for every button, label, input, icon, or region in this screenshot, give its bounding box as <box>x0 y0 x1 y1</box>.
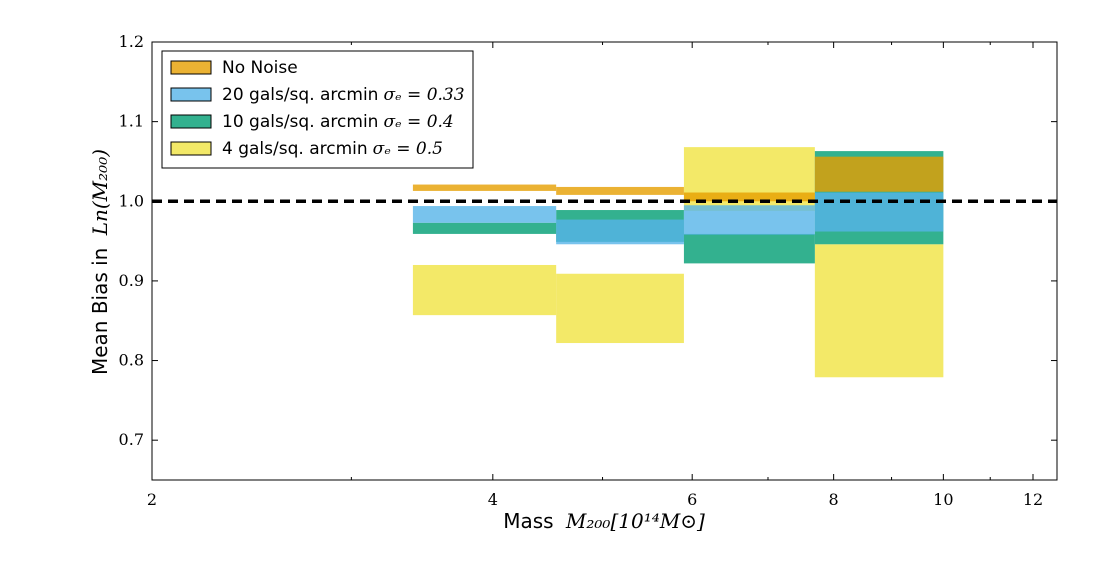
series-band-2 <box>412 192 944 245</box>
band-1-bin-0 <box>412 222 557 234</box>
y-tick-label-4: 1.1 <box>119 112 144 131</box>
band-2-bin-1 <box>556 219 684 245</box>
series-band-3 <box>412 156 944 202</box>
x-tick-label-5: 12 <box>1023 490 1043 509</box>
legend-entry-2: 10 gals/sq. arcmin σₑ = 0.4 <box>222 112 454 132</box>
y-tick-label-5: 1.2 <box>119 32 144 51</box>
x-axis-label-math: M₂₀₀[10¹⁴M⊙] <box>565 509 705 533</box>
band-3-bin-1 <box>556 186 684 195</box>
band-0-bin-0 <box>412 264 557 316</box>
y-axis-label: Mean Bias in Ln(M₂₀₀) <box>88 149 112 375</box>
x-axis-label: Mass M₂₀₀[10¹⁴M⊙] <box>503 509 705 533</box>
legend-entry-math-1: σₑ = 0.33 <box>383 85 464 105</box>
band-3-bin-2 <box>683 192 815 202</box>
x-tick-label-2: 6 <box>687 490 697 509</box>
legend-swatch-3 <box>170 141 212 156</box>
legend-entry-label-2: 10 gals/sq. arcmin <box>222 112 378 132</box>
axes-layer <box>151 41 1058 481</box>
legend-entry-label-0: No Noise <box>222 58 298 78</box>
band-2-bin-3 <box>814 192 944 232</box>
ticks-layer: 0.7 0.8 0.9 1.0 1.1 1.2 2 4 6 8 10 12 <box>119 32 1057 509</box>
band-2-bin-2 <box>683 205 815 235</box>
y-tick-label-1: 0.8 <box>119 351 144 370</box>
series-band-0 <box>412 147 944 378</box>
band-2-bin-0 <box>412 206 557 223</box>
bands-layer <box>412 147 944 378</box>
band-0-bin-3 <box>814 244 944 378</box>
legend-entry-math-3: σₑ = 0.5 <box>373 139 443 159</box>
x-tick-label-4: 10 <box>933 490 953 509</box>
legend-swatch-1 <box>170 87 212 102</box>
legend-frame <box>161 50 474 169</box>
legend-entry-label-1: 20 gals/sq. arcmin <box>222 85 378 105</box>
plot-frame <box>151 41 1058 481</box>
y-tick-label-3: 1.0 <box>119 191 144 210</box>
legend-entry-0: No Noise <box>222 58 298 78</box>
x-tick-label-0: 2 <box>147 490 157 509</box>
x-axis-label-text: Mass <box>503 509 553 533</box>
band-1-bin-2 <box>683 233 815 264</box>
y-tick-label-0: 0.7 <box>119 430 144 449</box>
band-3-bin-0 <box>412 184 557 191</box>
legend-entry-1: 20 gals/sq. arcmin σₑ = 0.33 <box>222 85 465 105</box>
legend-swatch-2 <box>170 114 212 129</box>
x-tick-label-3: 8 <box>829 490 839 509</box>
y-tick-label-2: 0.9 <box>119 271 144 290</box>
legend-entry-3: 4 gals/sq. arcmin σₑ = 0.5 <box>222 139 443 159</box>
legend-swatch-0 <box>170 60 212 75</box>
band-0-bin-1 <box>556 273 684 344</box>
y-axis-label-math: Ln(M₂₀₀) <box>88 149 112 236</box>
y-axis-label-text: Mean Bias in <box>88 248 112 375</box>
x-tick-label-1: 4 <box>488 490 498 509</box>
legend-entry-label-3: 4 gals/sq. arcmin <box>222 139 368 159</box>
band-3-bin-3 <box>814 156 944 192</box>
legend-entry-math-2: σₑ = 0.4 <box>383 112 453 132</box>
